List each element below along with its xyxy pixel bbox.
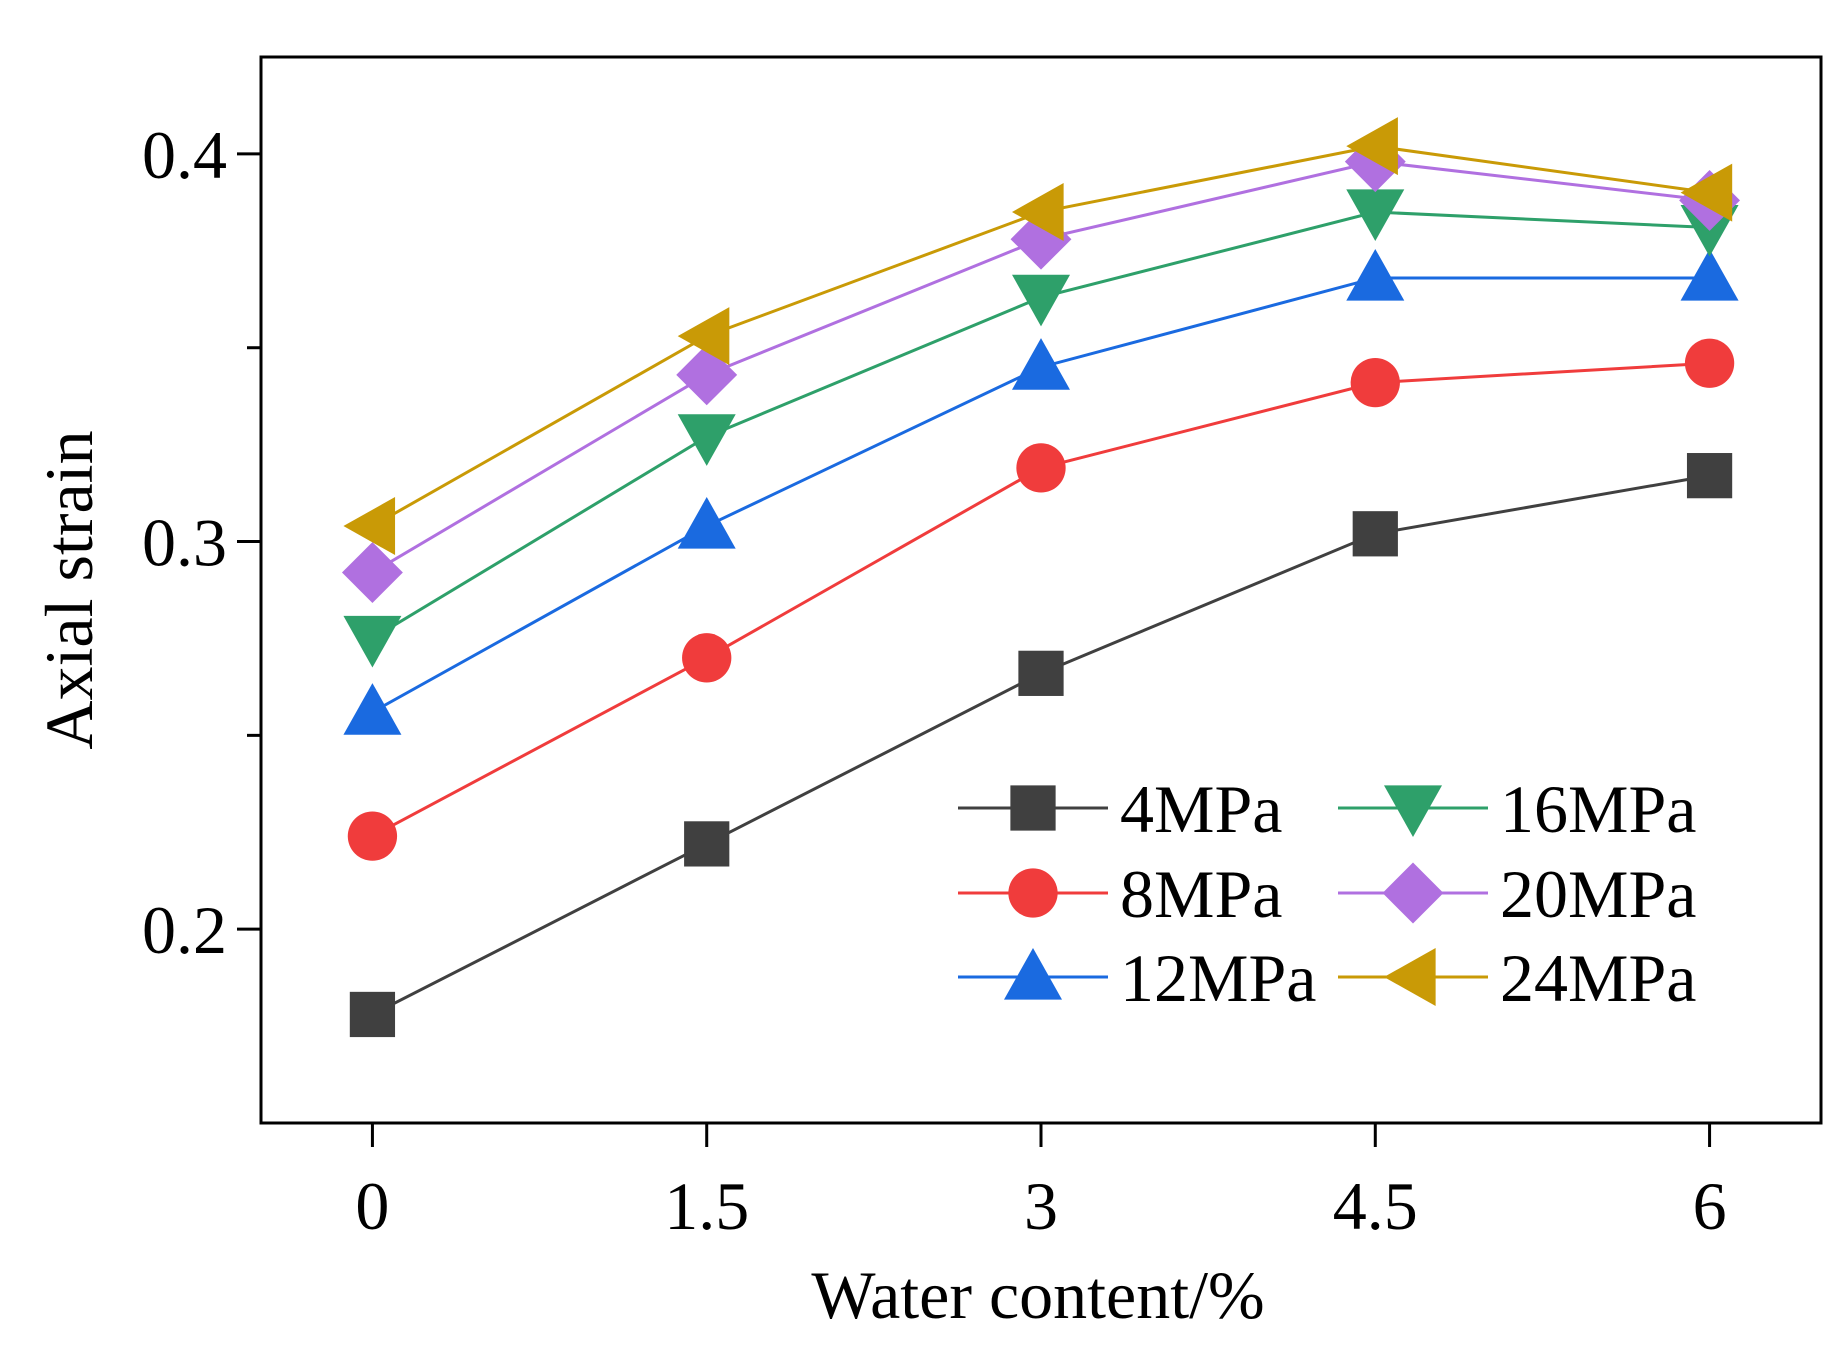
data-point-4MPa (684, 821, 730, 867)
legend-label: 4MPa (1120, 771, 1282, 847)
legend-label: 12MPa (1120, 940, 1316, 1016)
data-point-20MPa (676, 344, 738, 406)
data-point-16MPa (1012, 274, 1070, 327)
y-tick-label: 0.3 (142, 505, 227, 581)
series-line-4MPa (371, 474, 1710, 1016)
y-tick-label: 0.4 (142, 117, 227, 193)
data-point-12MPa (1680, 248, 1739, 301)
data-point-16MPa (677, 414, 736, 466)
data-point-4MPa (1686, 453, 1733, 499)
data-point-4MPa (1018, 650, 1064, 696)
data-point-8MPa (682, 633, 732, 683)
x-tick-label: 3 (1024, 1168, 1058, 1244)
data-point-4MPa (349, 991, 396, 1038)
x-tick-label: 1.5 (664, 1168, 749, 1244)
data-point-8MPa (1350, 357, 1400, 408)
data-point-12MPa (343, 683, 402, 735)
data-point-24MPa (1346, 117, 1398, 176)
data-point-12MPa (1346, 248, 1405, 301)
data-point-12MPa (1012, 338, 1070, 390)
legend-marker-24MPa (1384, 948, 1436, 1006)
x-tick-label: 0 (355, 1168, 389, 1244)
data-point-24MPa (1680, 163, 1733, 222)
y-tick-label: 0.2 (142, 892, 227, 968)
data-point-16MPa (343, 615, 402, 668)
legend-label: 8MPa (1120, 856, 1282, 932)
y-axis-label: Axial strain (31, 430, 107, 749)
data-point-4MPa (1352, 511, 1398, 557)
legend-marker-16MPa (1384, 785, 1442, 837)
x-tick-label: 4.5 (1333, 1168, 1418, 1244)
legend-marker-20MPa (1382, 862, 1444, 924)
data-point-20MPa (341, 542, 403, 604)
legend-marker-4MPa (1010, 785, 1056, 831)
data-point-8MPa (1684, 338, 1735, 388)
x-axis-label: Water content/% (811, 1257, 1264, 1333)
x-tick-label: 6 (1693, 1168, 1727, 1244)
data-point-8MPa (347, 811, 398, 861)
data-point-24MPa (1012, 183, 1064, 242)
legend-label: 20MPa (1500, 856, 1696, 932)
data-point-24MPa (343, 497, 396, 556)
legend-marker-12MPa (1004, 948, 1062, 1000)
legend-marker-8MPa (1008, 868, 1058, 918)
data-point-8MPa (1016, 443, 1066, 493)
legend-label: 16MPa (1500, 771, 1696, 847)
data-point-16MPa (1346, 189, 1405, 242)
data-point-12MPa (677, 497, 736, 549)
legend-label: 24MPa (1500, 940, 1696, 1016)
data-point-24MPa (677, 307, 730, 366)
